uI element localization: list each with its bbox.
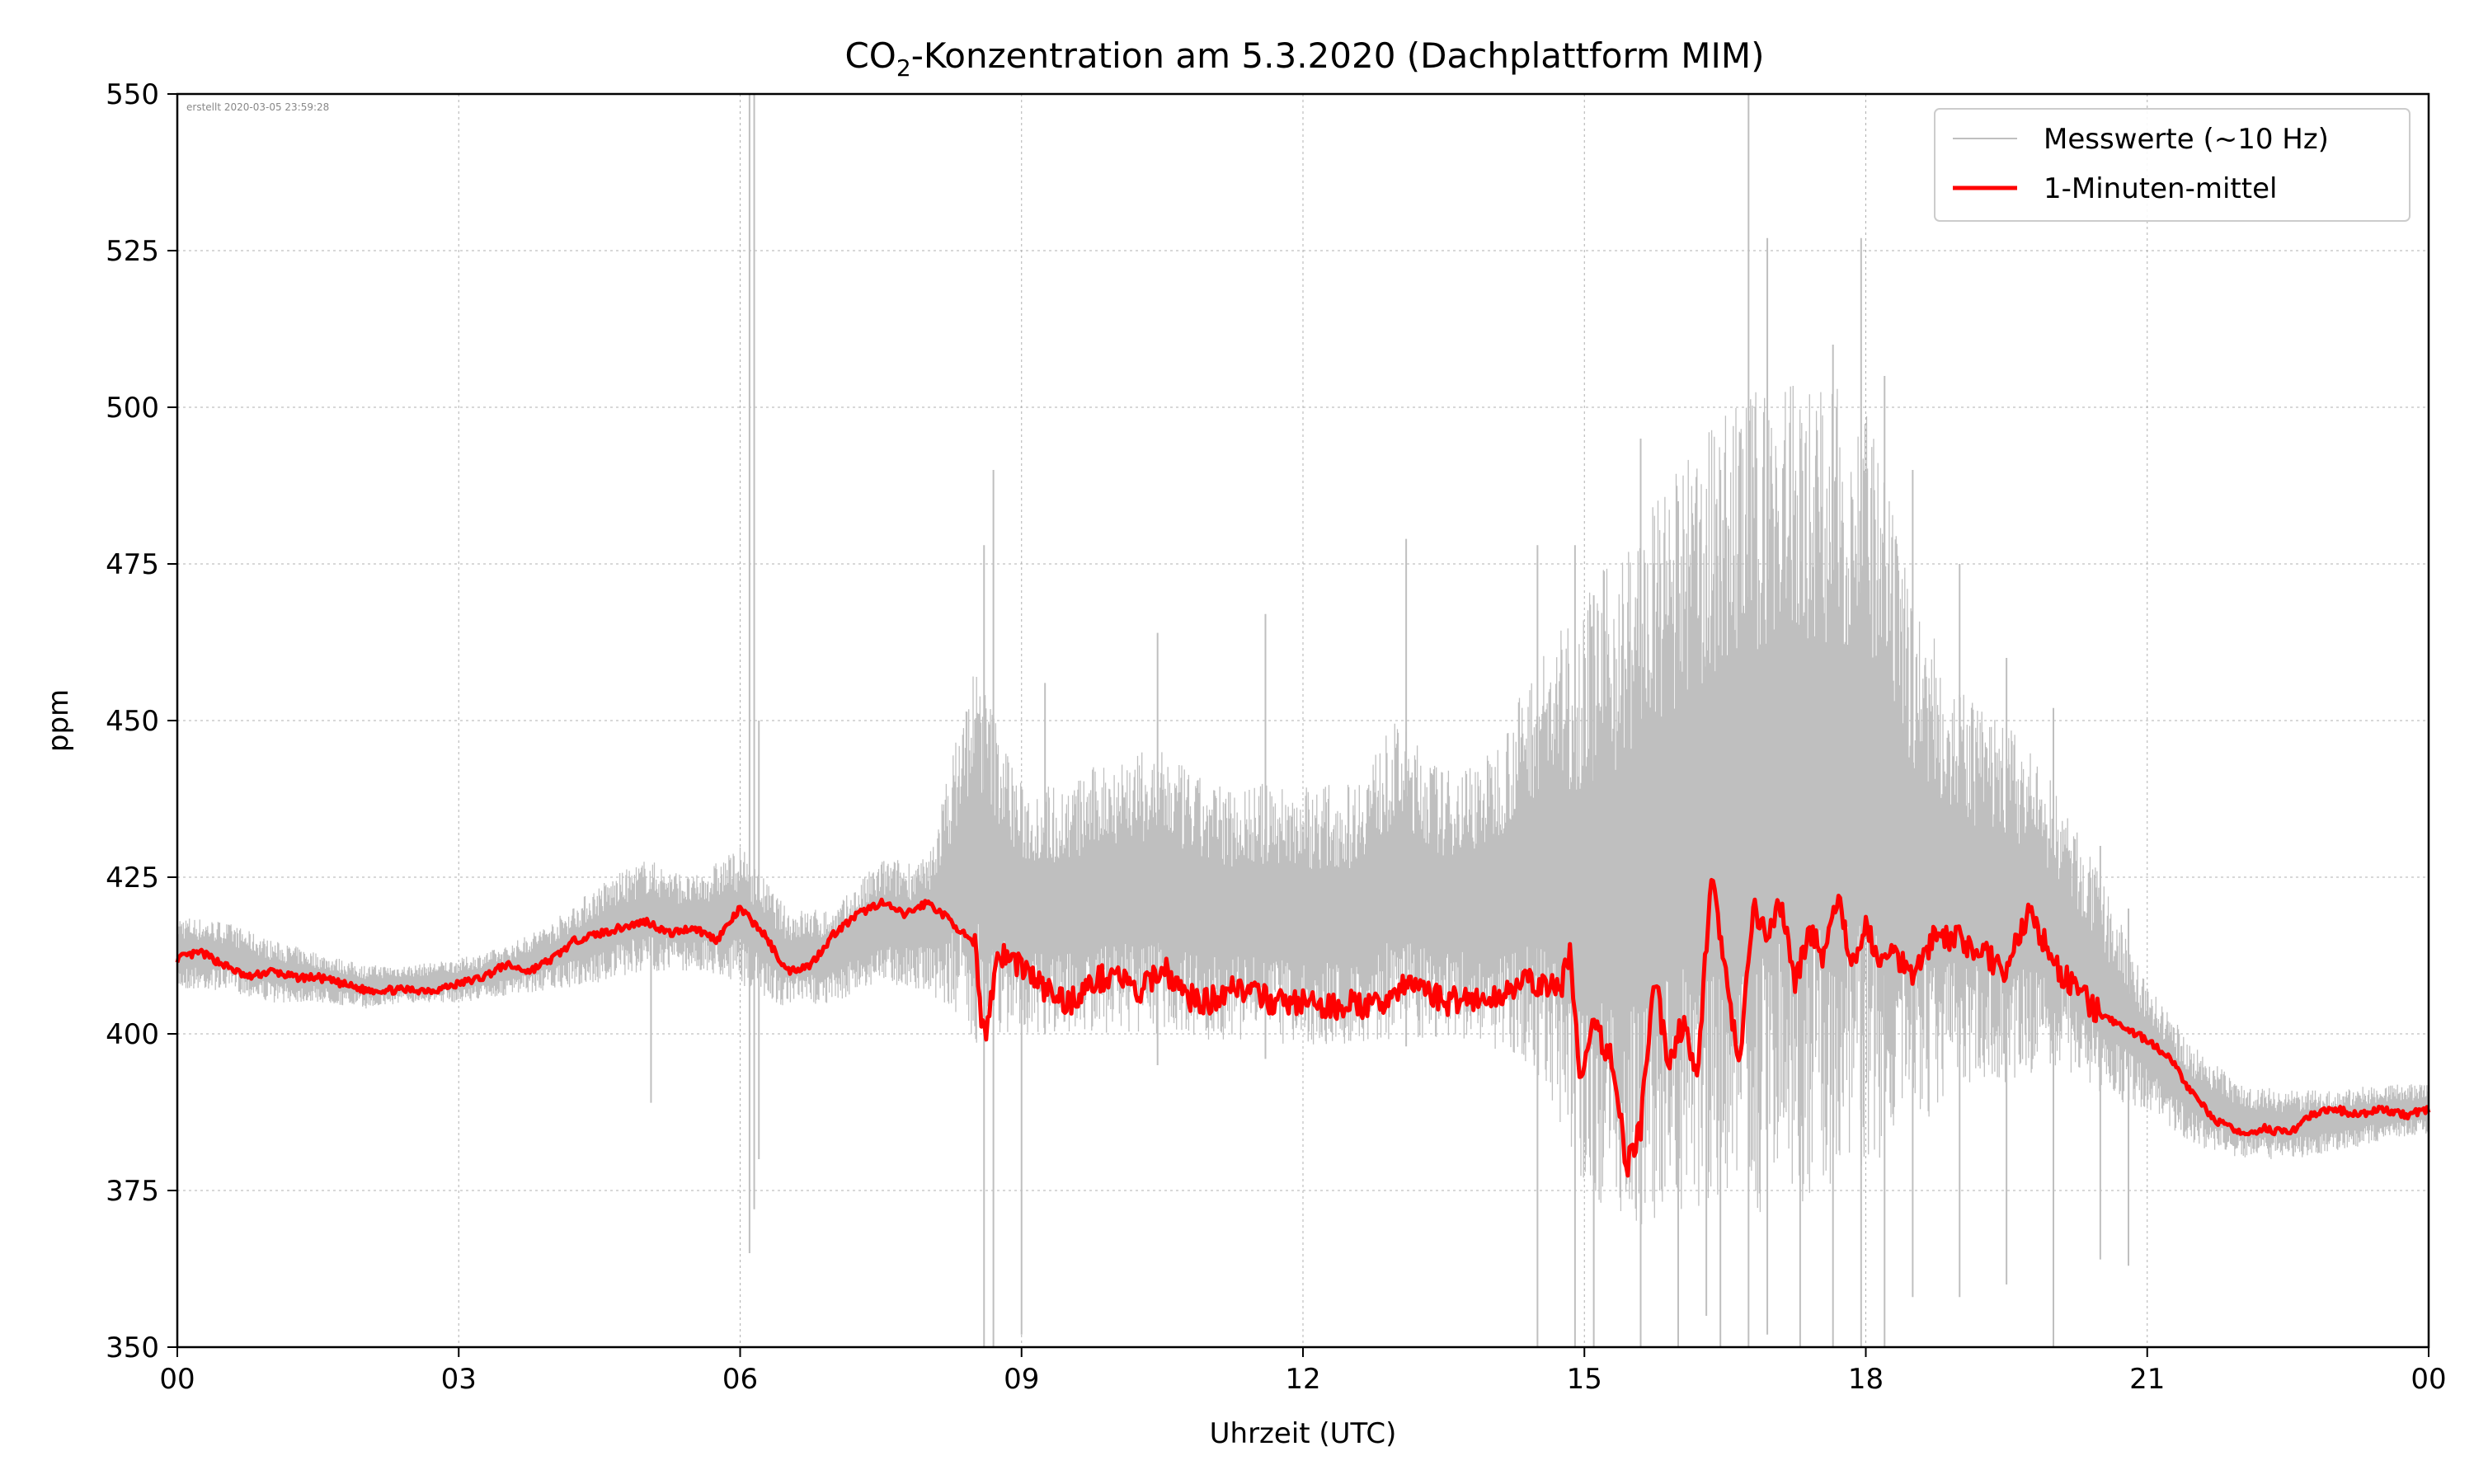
x-axis-label: Uhrzeit (UTC): [1210, 1417, 1397, 1450]
series-minute-mean: [175, 877, 2431, 1178]
legend-raw-label: Messwerte (~10 Hz): [2044, 123, 2329, 156]
x-tick-label: 21: [2129, 1363, 2165, 1396]
x-tick-label: 03: [441, 1363, 477, 1396]
y-tick-label: 450: [106, 705, 159, 738]
legend-box: [1934, 108, 2411, 222]
y-axis: 350 375 400 425 450 475 500 525 550: [106, 78, 177, 1364]
y-tick-label: 350: [106, 1331, 159, 1364]
minute-mean-line: [175, 877, 2431, 1178]
x-tick-label: 12: [1285, 1363, 1320, 1396]
y-tick-label: 500: [106, 392, 159, 425]
y-tick-label: 525: [106, 235, 159, 268]
x-tick-label: 00: [159, 1363, 195, 1396]
chart-title: CO2-Konzentration am 5.3.2020 (Dachplatt…: [844, 35, 1764, 82]
y-axis-label: ppm: [42, 689, 75, 752]
x-tick-label: 18: [1848, 1363, 1884, 1396]
chart-title-subscript: 2: [896, 54, 911, 82]
x-tick-label: 06: [722, 1363, 758, 1396]
y-tick-label: 400: [106, 1018, 159, 1051]
x-tick-label: 09: [1004, 1363, 1039, 1396]
x-tick-label: 15: [1567, 1363, 1602, 1396]
chart-title-rest: -Konzentration am 5.3.2020 (Dachplattfor…: [911, 35, 1765, 76]
legend-mean-label: 1-Minuten-mittel: [2044, 172, 2277, 205]
y-tick-label: 550: [106, 78, 159, 111]
x-tick-label: 00: [2411, 1363, 2446, 1396]
y-tick-label: 425: [106, 862, 159, 895]
chart-title-main: CO: [844, 35, 896, 76]
x-axis: 00 03 06 09 12 15 18 21 00: [159, 1347, 2447, 1396]
legend: Messwerte (~10 Hz) 1-Minuten-mittel: [1934, 108, 2411, 222]
y-tick-label: 375: [106, 1175, 159, 1208]
y-tick-label: 475: [106, 548, 159, 581]
created-timestamp: erstellt 2020-03-05 23:59:28: [186, 101, 329, 113]
